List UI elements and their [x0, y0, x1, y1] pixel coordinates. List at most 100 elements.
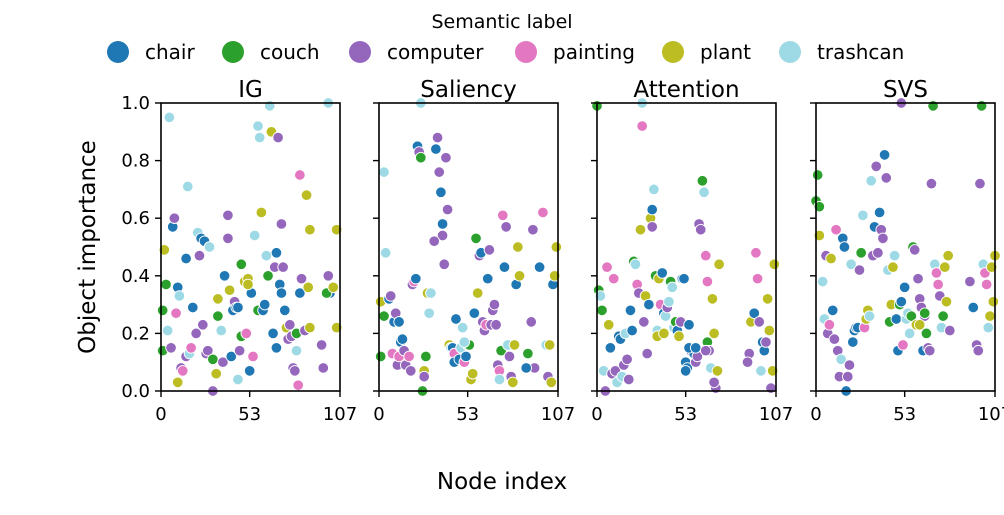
point-plant — [304, 321, 316, 334]
point-plant — [984, 310, 996, 322]
point-painting — [607, 272, 620, 285]
point-computer — [924, 344, 936, 357]
y-tick-label: 0.0 — [121, 381, 150, 402]
point-chair — [225, 350, 238, 363]
point-plant — [913, 319, 926, 331]
point-chair — [898, 281, 911, 294]
y-tick-label: 0.8 — [121, 151, 150, 172]
point-couch — [596, 304, 608, 317]
point-computer — [222, 209, 234, 222]
point-plant — [673, 330, 685, 343]
point-computer — [843, 359, 856, 371]
point-chair — [847, 336, 859, 348]
point-couch — [207, 353, 219, 366]
legend-entry-computer: computer — [349, 40, 484, 64]
point-computer — [233, 344, 246, 357]
point-computer — [708, 376, 720, 389]
point-trashcan — [857, 209, 869, 222]
legend-marker-painting — [515, 41, 537, 63]
point-chair — [646, 203, 658, 216]
point-painting — [699, 249, 712, 262]
point-chair — [270, 247, 283, 259]
point-chair — [826, 304, 839, 317]
point-computer — [315, 339, 328, 351]
point-computer — [490, 319, 502, 331]
point-chair — [436, 218, 449, 230]
legend-label-plant: plant — [700, 40, 751, 64]
point-chair — [656, 267, 668, 279]
point-chair — [683, 319, 695, 331]
points-ig — [156, 97, 343, 397]
point-trashcan — [865, 175, 877, 187]
legend-marker-couch — [222, 41, 244, 63]
point-trashcan — [755, 365, 767, 377]
point-trashcan — [863, 310, 876, 322]
panel-frame-attention — [596, 102, 777, 392]
point-plant — [210, 367, 222, 380]
point-computer — [828, 333, 841, 345]
point-chair — [468, 307, 481, 319]
points-svs — [810, 97, 1001, 397]
point-computer — [870, 160, 882, 173]
point-couch — [420, 350, 432, 363]
point-computer — [317, 362, 330, 374]
point-couch — [927, 100, 939, 112]
point-trashcan — [845, 258, 857, 271]
point-plant — [763, 324, 776, 337]
panel-frame-svs — [815, 102, 996, 392]
legend-marker-plant — [662, 41, 684, 63]
legend-label-computer: computer — [387, 40, 484, 64]
point-plant — [466, 367, 479, 380]
point-chair — [275, 287, 288, 299]
point-computer — [880, 172, 893, 184]
y-axis-label: Object importance — [75, 140, 101, 354]
legend-label-painting: painting — [553, 40, 635, 64]
point-plant — [508, 339, 521, 351]
point-plant — [940, 295, 953, 308]
point-painting — [980, 278, 993, 291]
point-chair — [878, 149, 891, 161]
point-chair — [643, 298, 655, 311]
point-plant — [711, 365, 724, 377]
point-plant — [545, 376, 558, 389]
panel-saliency: Saliency 0 53 107 — [373, 77, 575, 425]
point-trashcan — [161, 324, 174, 337]
point-chair — [430, 143, 442, 155]
point-chair — [890, 313, 903, 325]
point-plant — [302, 281, 314, 294]
point-plant — [212, 293, 224, 305]
point-plant — [255, 206, 268, 219]
point-couch — [235, 258, 248, 271]
point-painting — [823, 319, 836, 331]
point-chair — [396, 333, 409, 345]
legend-entry-plant: plant — [662, 40, 751, 64]
legend: Semantic label chair couch computer paintin… — [107, 11, 904, 64]
point-chair — [218, 270, 231, 282]
point-trashcan — [182, 180, 194, 193]
point-chair — [679, 365, 692, 377]
point-chair — [624, 304, 637, 317]
point-trashcan — [456, 321, 469, 334]
point-chair — [689, 342, 702, 354]
point-computer — [842, 370, 854, 383]
point-couch — [811, 169, 824, 181]
point-computer — [275, 218, 288, 230]
point-computer — [272, 131, 284, 144]
point-trashcan — [253, 131, 266, 144]
point-couch — [905, 310, 918, 322]
point-plant — [713, 258, 725, 271]
x-tick-label: 0 — [591, 404, 602, 425]
x-tick-label: 107 — [978, 404, 1004, 425]
point-painting — [403, 350, 415, 363]
point-plant — [300, 189, 313, 201]
point-chair — [520, 362, 532, 374]
point-painting — [601, 261, 613, 273]
point-chair — [450, 313, 462, 325]
point-chair — [294, 287, 306, 299]
x-tick-label: 53 — [456, 404, 479, 425]
point-painting — [751, 272, 764, 285]
point-computer — [284, 319, 296, 331]
point-chair — [393, 316, 405, 328]
point-couch — [378, 310, 390, 322]
